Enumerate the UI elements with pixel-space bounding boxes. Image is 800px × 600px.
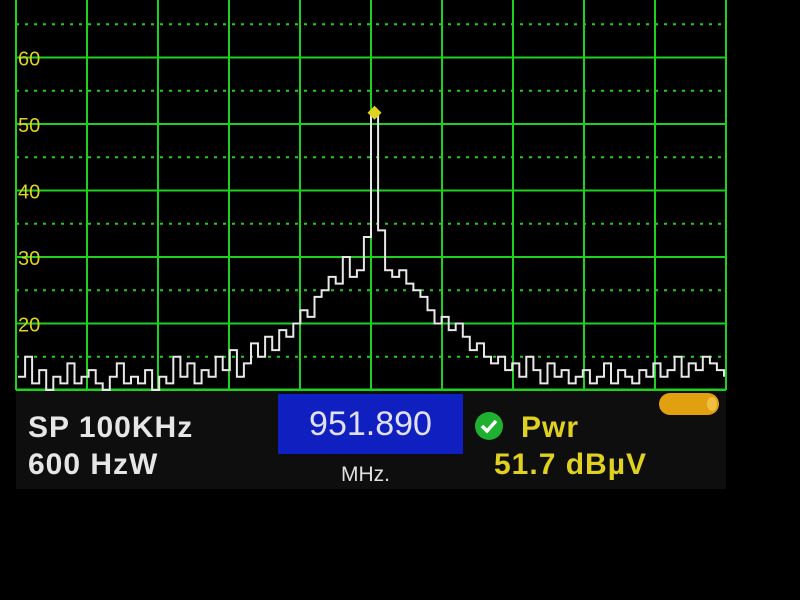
y-tick-label: 70 — [18, 0, 40, 4]
measure-label: Pwr — [521, 411, 580, 444]
y-tick-label: 30 — [18, 248, 40, 270]
rbw-label: 600 HzW — [28, 448, 159, 481]
y-tick-label: 50 — [18, 115, 40, 137]
measure-value: 51.7 dBµV — [494, 448, 648, 481]
y-tick-label: 20 — [18, 315, 40, 337]
info-panel: SP 100KHz 600 HzW 951.890 MHz. Pwr 51.7 … — [16, 391, 726, 489]
y-tick-label: 60 — [18, 49, 40, 71]
y-tick-label: 40 — [18, 182, 40, 204]
battery-icon — [659, 393, 719, 415]
check-circle-icon — [475, 412, 503, 440]
span-label: SP 100KHz — [28, 411, 194, 444]
frequency-display[interactable]: 951.890 — [278, 394, 463, 454]
frequency-unit: MHz. — [341, 463, 390, 486]
spectrum-plot: 70 60 50 40 30 20 — [15, 0, 727, 392]
peak-marker — [367, 105, 382, 120]
